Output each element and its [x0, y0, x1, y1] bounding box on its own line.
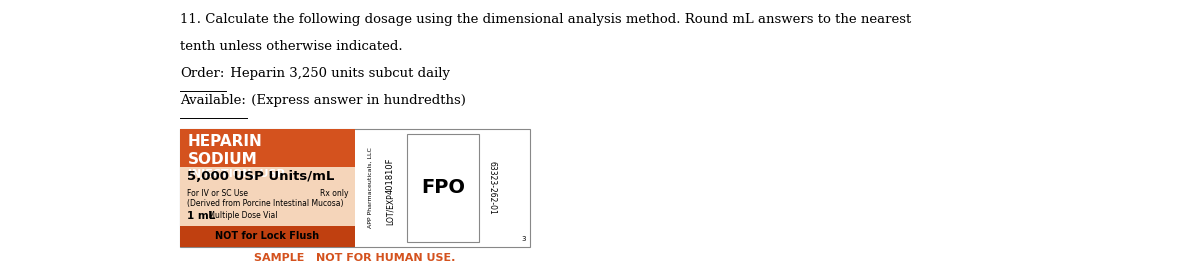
Text: Heparin 3,250 units subcut daily: Heparin 3,250 units subcut daily — [226, 67, 450, 80]
Bar — [180, 129, 355, 247]
Text: Rx only: Rx only — [319, 189, 348, 198]
Text: 1 mL: 1 mL — [187, 211, 215, 221]
Text: Available:: Available: — [180, 94, 246, 107]
Bar — [180, 129, 530, 247]
Text: FPO: FPO — [421, 178, 466, 197]
Text: 401810F: 401810F — [385, 158, 395, 194]
Text: 11. Calculate the following dosage using the dimensional analysis method. Round : 11. Calculate the following dosage using… — [180, 13, 911, 26]
Text: LOT/EXP: LOT/EXP — [385, 193, 395, 225]
Text: APP Pharmaceuticals, LLC: APP Pharmaceuticals, LLC — [367, 147, 372, 228]
Text: NOT for Lock Flush: NOT for Lock Flush — [216, 231, 319, 241]
Text: SAMPLE   NOT FOR HUMAN USE.: SAMPLE NOT FOR HUMAN USE. — [254, 252, 456, 262]
Text: INJECTION, USP: INJECTION, USP — [188, 169, 284, 179]
Bar — [180, 225, 355, 247]
Text: SODIUM: SODIUM — [188, 152, 258, 167]
Text: 3: 3 — [522, 236, 526, 242]
Bar — [407, 134, 479, 242]
Text: (Derived from Porcine Intestinal Mucosa): (Derived from Porcine Intestinal Mucosa) — [187, 199, 343, 208]
Text: (Express answer in hundredths): (Express answer in hundredths) — [247, 94, 466, 107]
Bar — [180, 168, 355, 225]
Text: Multiple Dose Vial: Multiple Dose Vial — [206, 211, 277, 220]
Text: For IV or SC Use: For IV or SC Use — [187, 189, 248, 198]
Text: 63323-262-01: 63323-262-01 — [487, 161, 497, 215]
Text: Order:: Order: — [180, 67, 224, 80]
Text: HEPARIN: HEPARIN — [188, 134, 263, 149]
Text: tenth unless otherwise indicated.: tenth unless otherwise indicated. — [180, 40, 403, 53]
Text: 5,000 USP Units/mL: 5,000 USP Units/mL — [187, 170, 335, 183]
